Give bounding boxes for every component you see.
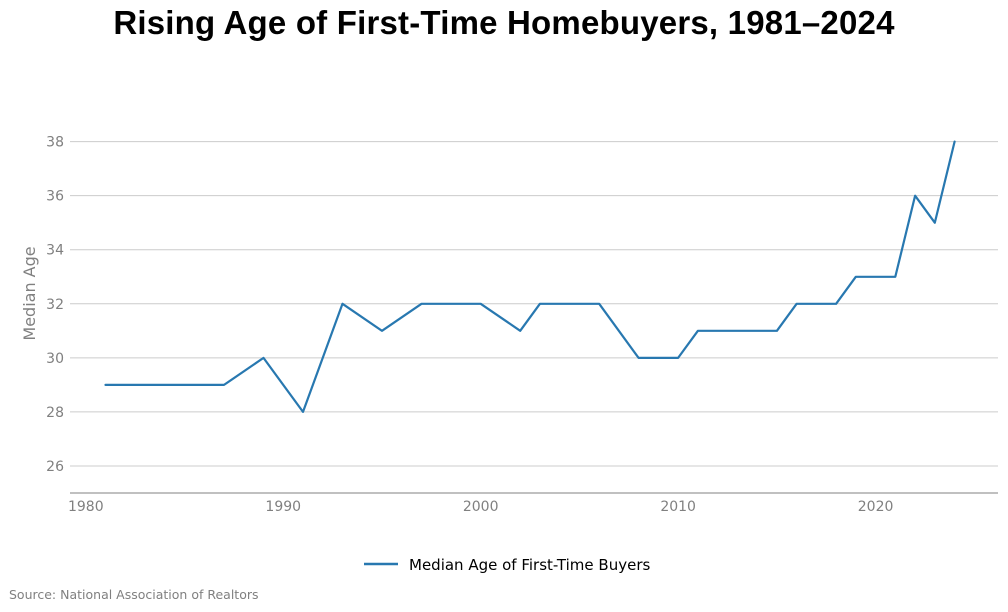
x-tick-labels: 1980 1990 2000 2010 2020	[68, 499, 893, 515]
series-line-0	[104, 140, 956, 413]
x-tick-2020: 2020	[858, 499, 894, 515]
chart-title: Rising Age of First-Time Homebuyers, 198…	[113, 4, 895, 41]
y-tick-28: 28	[46, 405, 64, 421]
y-tick-labels: 26 28 30 32 34 36 38	[46, 135, 64, 475]
y-axis-label: Median Age	[20, 246, 39, 340]
source-note: Source: National Association of Realtors	[9, 587, 259, 602]
y-tick-26: 26	[46, 459, 64, 475]
x-tick-2000: 2000	[463, 499, 499, 515]
legend-label: Median Age of First-Time Buyers	[409, 556, 650, 574]
x-tick-1990: 1990	[265, 499, 301, 515]
series-lines	[104, 140, 956, 413]
y-tick-36: 36	[46, 189, 64, 205]
y-tick-30: 30	[46, 351, 64, 367]
x-tick-1980: 1980	[68, 499, 104, 515]
y-tick-38: 38	[46, 135, 64, 151]
y-tick-34: 34	[46, 243, 64, 259]
legend: Median Age of First-Time Buyers	[364, 556, 650, 574]
y-tick-32: 32	[46, 297, 64, 313]
x-tick-2010: 2010	[660, 499, 696, 515]
grid-lines	[70, 141, 998, 467]
